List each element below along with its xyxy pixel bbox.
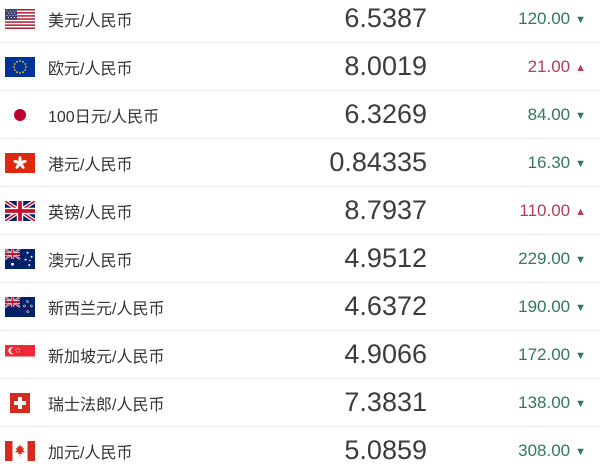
down-arrow-icon: ▼ — [575, 109, 586, 122]
flag-nz-icon — [5, 296, 35, 317]
up-arrow-icon: ▲ — [575, 61, 586, 74]
change-cell: 172.00 ▼ — [440, 345, 600, 365]
currency-pair-label: 瑞士法郎/人民币 — [48, 396, 165, 414]
flag-gb-icon — [5, 200, 35, 221]
change-value: 84.00 — [527, 104, 571, 124]
flag-jp-icon — [5, 104, 35, 125]
rate-value: 4.6372 — [344, 291, 427, 321]
exchange-rate-row[interactable]: 100日元/人民币 6.3269 84.00 ▼ — [0, 91, 600, 139]
down-arrow-icon: ▼ — [575, 397, 586, 410]
flag-sg-icon — [5, 344, 35, 365]
rate-value: 6.3269 — [344, 99, 427, 129]
exchange-rate-row[interactable]: 欧元/人民币 8.0019 21.00 ▲ — [0, 43, 600, 91]
currency-pair-label: 新加坡元/人民币 — [48, 348, 165, 366]
down-arrow-icon: ▼ — [575, 301, 586, 314]
change-cell: 229.00 ▼ — [440, 249, 600, 269]
rate-value: 5.0859 — [344, 435, 427, 465]
flag-au-icon — [5, 248, 35, 269]
change-cell: 308.00 ▼ — [440, 441, 600, 461]
change-value: 190.00 — [518, 296, 571, 316]
currency-pair-label: 港元/人民币 — [48, 156, 133, 174]
exchange-rate-row[interactable]: 英镑/人民币 8.7937 110.00 ▲ — [0, 187, 600, 235]
down-arrow-icon: ▼ — [575, 157, 586, 170]
flag-hk-icon — [5, 152, 35, 173]
exchange-rate-row[interactable]: 新西兰元/人民币 4.6372 190.00 ▼ — [0, 283, 600, 331]
down-arrow-icon: ▼ — [575, 253, 586, 266]
currency-pair-label: 新西兰元/人民币 — [48, 300, 165, 318]
rate-value: 8.7937 — [344, 195, 427, 225]
currency-pair-label: 美元/人民币 — [48, 12, 133, 30]
change-value: 172.00 — [518, 344, 571, 364]
exchange-rate-row[interactable]: 加元/人民币 5.0859 308.00 ▼ — [0, 427, 600, 474]
down-arrow-icon: ▼ — [575, 349, 586, 362]
rate-value: 7.3831 — [344, 387, 427, 417]
rate-value: 0.84335 — [329, 147, 427, 177]
change-cell: 84.00 ▼ — [440, 105, 600, 125]
change-value: 120.00 — [518, 8, 571, 28]
change-cell: 21.00 ▲ — [440, 57, 600, 77]
flag-ca-icon — [5, 440, 35, 461]
exchange-rate-row[interactable]: 瑞士法郎/人民币 7.3831 138.00 ▼ — [0, 379, 600, 427]
change-value: 229.00 — [518, 248, 571, 268]
flag-ch-icon — [5, 392, 35, 413]
rate-value: 8.0019 — [344, 51, 427, 81]
currency-pair-label: 英镑/人民币 — [48, 204, 133, 222]
up-arrow-icon: ▲ — [575, 205, 586, 218]
exchange-rate-row[interactable]: 美元/人民币 6.5387 120.00 ▼ — [0, 0, 600, 43]
rate-value: 6.5387 — [344, 3, 427, 33]
change-cell: 110.00 ▲ — [440, 201, 600, 221]
change-cell: 190.00 ▼ — [440, 297, 600, 317]
exchange-rate-row[interactable]: 澳元/人民币 4.9512 229.00 ▼ — [0, 235, 600, 283]
currency-pair-label: 欧元/人民币 — [48, 60, 133, 78]
exchange-rate-row[interactable]: 港元/人民币 0.84335 16.30 ▼ — [0, 139, 600, 187]
change-value: 21.00 — [527, 56, 571, 76]
currency-pair-label: 澳元/人民币 — [48, 252, 133, 270]
down-arrow-icon: ▼ — [575, 13, 586, 26]
change-value: 16.30 — [527, 152, 571, 172]
rate-value: 4.9512 — [344, 243, 427, 273]
change-cell: 120.00 ▼ — [440, 9, 600, 29]
change-cell: 16.30 ▼ — [440, 153, 600, 173]
change-cell: 138.00 ▼ — [440, 393, 600, 413]
change-value: 110.00 — [519, 200, 571, 220]
change-value: 138.00 — [518, 392, 571, 412]
currency-pair-label: 加元/人民币 — [48, 444, 133, 462]
currency-pair-label: 100日元/人民币 — [48, 108, 160, 126]
down-arrow-icon: ▼ — [575, 445, 586, 458]
flag-us-icon — [5, 8, 35, 29]
rate-value: 4.9066 — [344, 339, 427, 369]
change-value: 308.00 — [518, 440, 571, 460]
exchange-rate-row[interactable]: 新加坡元/人民币 4.9066 172.00 ▼ — [0, 331, 600, 379]
flag-eu-icon — [5, 56, 35, 77]
